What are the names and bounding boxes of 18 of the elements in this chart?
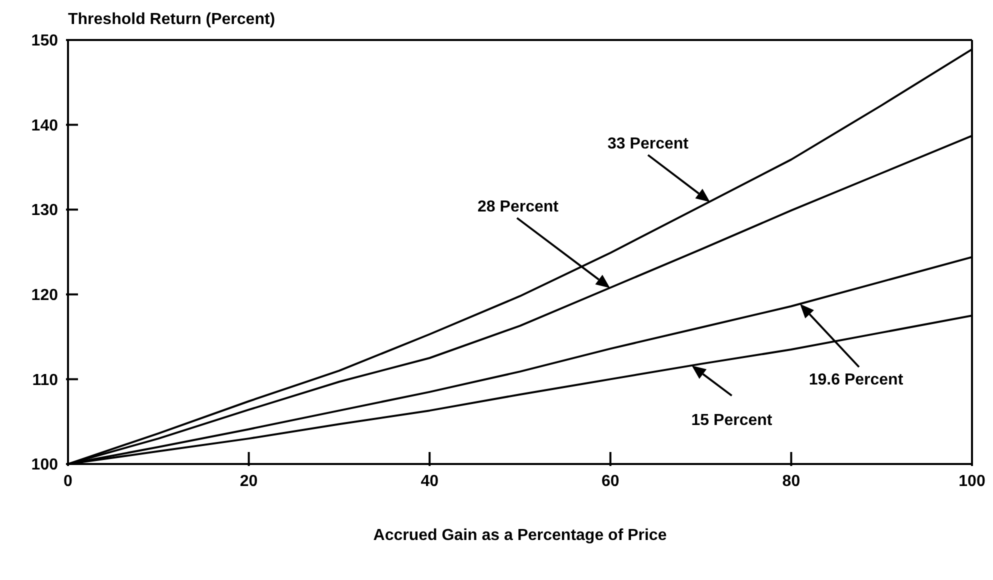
x-axis-title: Accrued Gain as a Percentage of Price — [373, 527, 667, 544]
x-tick-label: 0 — [64, 473, 73, 490]
x-tick-label: 60 — [602, 473, 620, 490]
y-tick-label: 150 — [31, 32, 58, 50]
annotation: 28 Percent — [478, 198, 560, 216]
annotation: 33 Percent — [608, 136, 690, 153]
annotation: 15 Percent — [691, 412, 773, 430]
y-tick-label: 120 — [31, 287, 58, 304]
annotation: 19.6 Percent — [808, 372, 904, 389]
x-tick-label: 40 — [420, 473, 439, 490]
y-tick-label: 100 — [31, 456, 58, 474]
y-tick-label: 130 — [31, 202, 58, 220]
y-tick-label: 110 — [32, 372, 58, 389]
x-tick-label: 20 — [240, 473, 258, 490]
x-tick-label: 100 — [958, 473, 986, 490]
x-tick-label: 80 — [782, 473, 800, 490]
y-axis-title: Threshold Return (Percent) — [68, 11, 276, 28]
y-tick-label: 140 — [31, 117, 58, 134]
